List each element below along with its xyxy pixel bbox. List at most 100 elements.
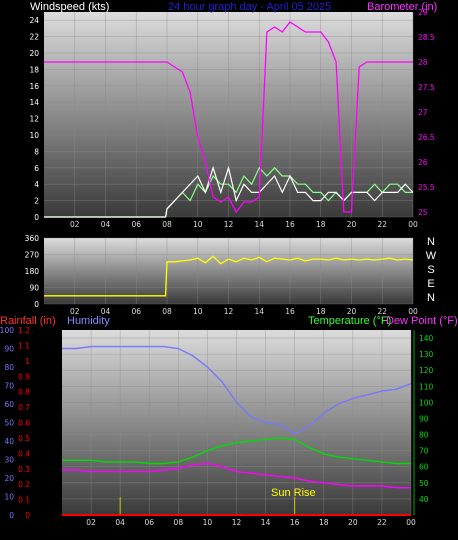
time-tick-label: 10	[193, 220, 203, 229]
time-tick-label: 02	[70, 307, 80, 316]
rainfall-tick-label: 1.2	[18, 326, 30, 335]
compass-label: W	[426, 250, 437, 262]
compass-label: S	[427, 264, 434, 276]
time-tick-label: 20	[347, 220, 357, 229]
barometer-tick-label: 25.5	[418, 183, 435, 192]
temperature-tick-label: 80	[419, 431, 429, 440]
humidity-tick-label: 70	[4, 382, 14, 391]
rainfall-tick-label: 0	[25, 511, 30, 520]
barometer-tick-label: 26.5	[418, 133, 435, 142]
windspeed-tick-label: 24	[29, 16, 39, 25]
humidity-tick-label: 60	[4, 400, 14, 409]
time-tick-label: 14	[254, 220, 264, 229]
temperature-tick-label: 130	[419, 350, 434, 359]
temperature-tick-label: 40	[419, 495, 429, 504]
windspeed-tick-label: 16	[29, 82, 39, 91]
time-tick-label: 04	[101, 307, 111, 316]
rainfall-tick-label: 0.8	[18, 388, 30, 397]
time-tick-label: 12	[224, 220, 234, 229]
temperature-line	[62, 437, 411, 465]
time-tick-label: 00	[406, 518, 416, 527]
windspeed-tick-label: 14	[29, 98, 39, 107]
time-tick-label: 02	[70, 220, 80, 229]
humidity-tick-label: 20	[4, 474, 14, 483]
time-tick-label: 12	[224, 307, 234, 316]
rainfall-axis-label: Rainfall (in)	[0, 315, 56, 327]
temperature-tick-label: 140	[419, 334, 434, 343]
rainfall-tick-label: 0.2	[18, 480, 30, 489]
time-tick-label: 02	[86, 518, 96, 527]
time-tick-label: 16	[285, 307, 295, 316]
barometer-axis-label: Barometer (in)	[367, 1, 437, 13]
temperature-tick-label: 50	[419, 479, 429, 488]
compass-label: E	[427, 278, 434, 290]
time-tick-label: 04	[115, 518, 125, 527]
graph-title: 24 hour graph day - April 05 2025	[168, 1, 331, 13]
time-tick-label: 18	[319, 518, 329, 527]
windspeed-tick-label: 8	[34, 147, 39, 156]
rainfall-tick-label: 1.1	[18, 341, 30, 350]
dewpoint-line	[62, 462, 411, 489]
humidity-tick-label: 90	[4, 345, 14, 354]
barometer-tick-label: 28.5	[418, 33, 435, 42]
time-tick-label: 18	[316, 220, 326, 229]
wind-direction-line	[44, 255, 414, 297]
barometer-tick-label: 26	[418, 158, 428, 167]
windspeed-tick-label: 10	[29, 131, 39, 140]
humidity-tick-label: 0	[9, 511, 14, 520]
time-tick-label: 22	[377, 518, 387, 527]
compass-label: N	[427, 292, 435, 304]
time-tick-label: 06	[131, 220, 141, 229]
temperature-tick-label: 90	[419, 414, 429, 423]
time-tick-label: 00	[408, 220, 418, 229]
time-tick-label: 08	[174, 518, 184, 527]
direction-tick-label: 0	[34, 300, 39, 309]
time-tick-label: 22	[377, 220, 387, 229]
time-tick-label: 04	[101, 220, 111, 229]
sunrise-annotation: Sun Rise	[271, 487, 316, 499]
humidity-tick-label: 100	[0, 326, 14, 335]
humidity-tick-label: 10	[4, 493, 14, 502]
rainfall-tick-label: 1	[25, 357, 30, 366]
humidity-line	[62, 345, 412, 435]
time-tick-label: 06	[131, 307, 141, 316]
direction-tick-label: 180	[25, 267, 40, 276]
windspeed-axis-label: Windspeed (kts)	[30, 1, 109, 13]
time-tick-label: 08	[162, 220, 172, 229]
rainfall-tick-label: 0.4	[18, 449, 30, 458]
humidity-axis-label: Humidity	[67, 315, 110, 327]
time-tick-label: 12	[232, 518, 242, 527]
barometer-line	[44, 21, 413, 214]
barometer-tick-label: 25	[418, 208, 428, 217]
time-tick-label: 10	[203, 518, 213, 527]
humidity-tick-label: 30	[4, 456, 14, 465]
windspeed-tick-label: 22	[29, 33, 39, 42]
temperature-tick-label: 70	[419, 447, 429, 456]
time-tick-label: 00	[408, 307, 418, 316]
barometer-tick-label: 27.5	[418, 83, 435, 92]
windspeed-tick-label: 0	[34, 213, 39, 222]
dewpoint-axis-label: Dew Point (°F)	[386, 315, 458, 327]
humidity-tick-label: 80	[4, 363, 14, 372]
temperature-axis-label: Temperature (°F)	[308, 315, 391, 327]
time-tick-label: 18	[316, 307, 326, 316]
time-tick-label: 06	[144, 518, 154, 527]
time-tick-label: 20	[347, 307, 357, 316]
humidity-tick-label: 40	[4, 437, 14, 446]
time-tick-label: 14	[261, 518, 271, 527]
direction-tick-label: 270	[25, 251, 40, 260]
temperature-tick-label: 100	[419, 398, 434, 407]
barometer-tick-label: 28	[418, 58, 428, 67]
rainfall-tick-label: 0.5	[18, 434, 30, 443]
time-tick-label: 10	[193, 307, 203, 316]
direction-tick-label: 360	[25, 234, 40, 243]
temperature-tick-label: 110	[419, 382, 434, 391]
time-tick-label: 22	[377, 307, 387, 316]
barometer-tick-label: 29	[418, 8, 428, 17]
rainfall-tick-label: 0.3	[18, 465, 30, 474]
temperature-tick-label: 60	[419, 463, 429, 472]
windspeed-tick-label: 12	[29, 115, 39, 124]
rainfall-tick-label: 0.6	[18, 419, 30, 428]
time-tick-label: 16	[285, 220, 295, 229]
